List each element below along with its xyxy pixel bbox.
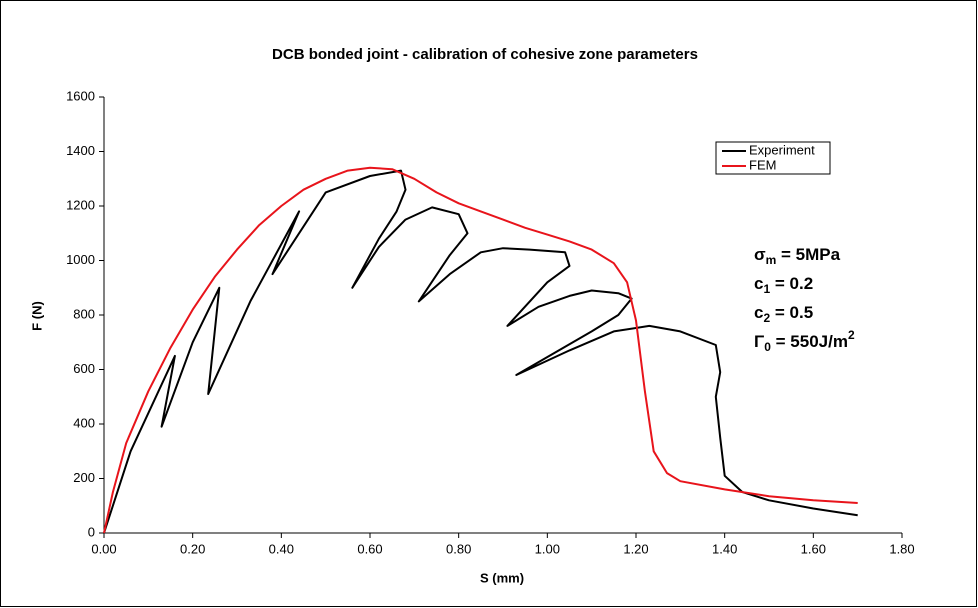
y-tick-label: 1600 [66, 88, 95, 103]
annotation-part: 2 [848, 328, 855, 342]
x-tick-label: 1.40 [712, 541, 737, 556]
x-tick-label: 0.80 [446, 541, 471, 556]
legend-box [715, 141, 831, 175]
annotation-part: = 550J/m [771, 332, 848, 351]
y-tick-label: 600 [73, 361, 95, 376]
y-tick-label: 400 [73, 415, 95, 430]
x-tick-label: 1.60 [801, 541, 826, 556]
series-line [103, 166, 858, 534]
y-tick-label: 1000 [66, 252, 95, 267]
annotation-part: 2 [763, 311, 770, 325]
x-tick-label: 1.20 [623, 541, 648, 556]
annotation: c2 = 0.5 [754, 303, 813, 325]
annotation-part: = 5MPa [776, 245, 840, 264]
y-tick-label: 0 [88, 524, 95, 539]
x-tick-label: 0.20 [180, 541, 205, 556]
annotation-part: = 0.5 [770, 303, 813, 322]
annotation-part: = 0.2 [770, 274, 813, 293]
y-tick-label: 200 [73, 470, 95, 485]
x-tick-label: 0.00 [91, 541, 116, 556]
y-tick-label: 1400 [66, 143, 95, 158]
annotation-part: Γ [754, 332, 764, 351]
annotation-part: c [754, 274, 763, 293]
annotation-part: 1 [763, 282, 770, 296]
annotation: σm = 5MPa [754, 245, 841, 267]
legend-label: Experiment [749, 142, 815, 157]
annotation: Γ0 = 550J/m2 [754, 328, 855, 354]
annotation-part: σ [754, 245, 766, 264]
annotation: c1 = 0.2 [754, 274, 813, 296]
annotation-part: m [766, 253, 777, 267]
x-tick-label: 1.80 [889, 541, 914, 556]
annotation-part: c [754, 303, 763, 322]
y-tick-label: 1200 [66, 197, 95, 212]
x-tick-label: 0.60 [357, 541, 382, 556]
x-tick-label: 1.00 [535, 541, 560, 556]
x-tick-label: 0.40 [269, 541, 294, 556]
y-tick-label: 800 [73, 306, 95, 321]
chart-title: DCB bonded joint - calibration of cohesi… [272, 46, 698, 63]
x-axis-label: S (mm) [480, 570, 524, 585]
series-line [103, 169, 858, 534]
legend-label: FEM [749, 157, 776, 172]
y-axis-label: F (N) [29, 301, 44, 331]
annotation-part: 0 [764, 340, 771, 354]
